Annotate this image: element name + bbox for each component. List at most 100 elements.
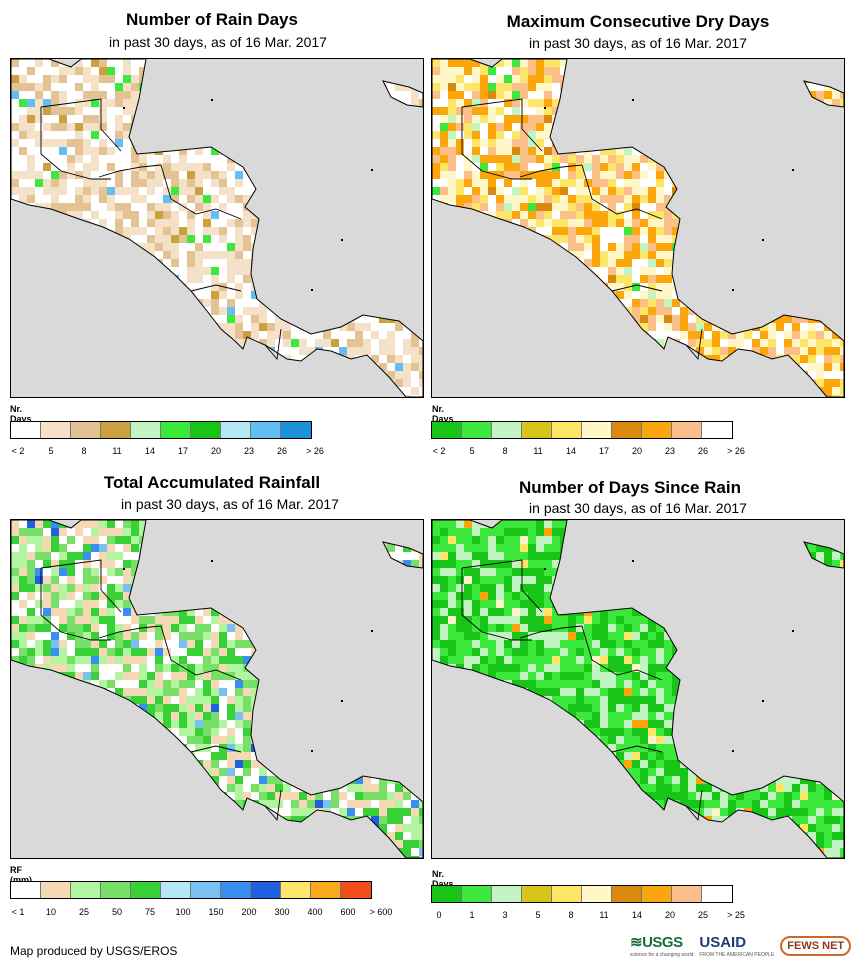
map-days-since-rain[interactable]: [431, 519, 845, 859]
country-border: [40, 568, 111, 641]
agency-logos: ≋USGS science for a changing world USAID F…: [630, 933, 852, 958]
legend-label-2: 25: [78, 907, 90, 917]
legend-swatch-4: [552, 886, 582, 902]
country-border: [190, 284, 242, 292]
legend-label-9: > 25: [727, 910, 745, 920]
country-border: [40, 107, 111, 180]
legend-title: Nr. Days: [432, 869, 454, 889]
legend-label-0: 0: [436, 910, 442, 920]
country-border: [581, 164, 663, 220]
island-dot: [311, 289, 313, 291]
legend-labels: < 2 5 8 11 14 17 20 23 26 > 26: [10, 446, 340, 458]
country-border: [685, 328, 703, 361]
legend-label-2: 3: [502, 910, 508, 920]
island-dot: [311, 750, 313, 752]
legend-label-7: 23: [243, 446, 255, 456]
island-dot: [371, 169, 373, 171]
legend-label-1: 5: [48, 446, 54, 456]
legend-swatch-0: [432, 422, 462, 438]
legend-swatch-8: [251, 882, 281, 898]
legend-swatch-7: [221, 422, 251, 438]
legend-label-6: 150: [208, 907, 224, 917]
island-dot: [371, 630, 373, 632]
legend-swatch-4: [131, 422, 161, 438]
legend-label-8: 26: [697, 446, 709, 456]
legend-swatch-6: [191, 882, 221, 898]
island-coastline: [382, 541, 423, 569]
island-coastline: [803, 541, 844, 569]
coastline: [11, 59, 423, 397]
legend-label-4: 14: [565, 446, 577, 456]
legend-label-9: 400: [307, 907, 323, 917]
legend-swatch-1: [462, 422, 492, 438]
legend-swatch-3: [101, 422, 131, 438]
country-border: [461, 98, 543, 152]
map-total-rainfall[interactable]: [10, 519, 424, 859]
legend-label-8: 25: [697, 910, 709, 920]
coastline: [432, 520, 844, 858]
legend-title: RF (mm): [10, 865, 32, 885]
island-dot: [544, 568, 546, 570]
legend-label-0: < 2: [11, 446, 25, 456]
island-dot: [792, 169, 794, 171]
legend-label-1: 10: [45, 907, 57, 917]
panel-title: Number of Days Since Rain: [518, 478, 741, 497]
legend-label-4: 75: [144, 907, 156, 917]
legend-swatch-7: [221, 882, 251, 898]
legend-label-6: 14: [631, 910, 643, 920]
legend-bar: [10, 881, 372, 899]
legend-swatch-10: [311, 882, 341, 898]
legend-swatch-3: [522, 422, 552, 438]
island-dot: [762, 239, 764, 241]
island-coastline: [382, 80, 423, 108]
legend-swatch-9: [281, 422, 311, 438]
legend-label-8: 300: [274, 907, 290, 917]
legend-swatch-9: [281, 882, 311, 898]
island-dot: [732, 289, 734, 291]
legend-title: Nr. Days: [10, 404, 32, 424]
legend-swatch-6: [191, 422, 221, 438]
island-dot: [762, 700, 764, 702]
legend-label-4: 8: [568, 910, 574, 920]
legend-labels: 0 1 3 5 8 11 14 20 25 > 25: [431, 910, 771, 922]
legend-label-9: > 26: [306, 446, 324, 456]
country-border: [461, 568, 532, 641]
country-border: [264, 328, 282, 361]
usgs-logo[interactable]: ≋USGS science for a changing world: [630, 934, 694, 958]
country-border: [40, 98, 122, 152]
country-border: [611, 284, 663, 292]
legend-label-10: 600: [340, 907, 356, 917]
legend-labels: < 1 10 25 50 75 100 150 200 300 400 600 > 600: [10, 907, 410, 919]
country-border: [519, 625, 583, 639]
legend-swatch-0: [11, 882, 41, 898]
legend-title: Nr. Days: [432, 404, 454, 424]
legend-swatch-3: [522, 886, 552, 902]
country-border: [160, 625, 242, 681]
legend-swatch-6: [612, 886, 642, 902]
country-border: [40, 559, 122, 613]
island-dot: [341, 239, 343, 241]
country-border: [461, 107, 532, 180]
legend-swatch-0: [11, 422, 41, 438]
panel-subtitle: in past 30 days, as of 16 Mar. 2017: [529, 500, 747, 516]
legend-label-7: 23: [664, 446, 676, 456]
legend-label-0: < 2: [432, 446, 446, 456]
country-border: [611, 745, 663, 753]
country-border: [98, 625, 162, 639]
usaid-logo[interactable]: USAID FROM THE AMERICAN PEOPLE: [699, 933, 775, 958]
legend-swatch-8: [251, 422, 281, 438]
legend-swatch-1: [41, 422, 71, 438]
legend-bar: [431, 421, 733, 439]
country-border: [685, 789, 703, 822]
map-rain-days[interactable]: [10, 58, 424, 398]
fewsnet-logo[interactable]: FEWS NET: [780, 935, 852, 956]
legend-label-3: 50: [111, 907, 123, 917]
legend-swatch-4: [131, 882, 161, 898]
country-border: [461, 559, 543, 613]
legend-swatch-5: [161, 422, 191, 438]
map-dry-days[interactable]: [431, 58, 845, 398]
country-border: [519, 164, 583, 178]
panel-subtitle: in past 30 days, as of 16 Mar. 2017: [529, 35, 747, 51]
legend-swatch-1: [41, 882, 71, 898]
legend-label-1: 5: [469, 446, 475, 456]
